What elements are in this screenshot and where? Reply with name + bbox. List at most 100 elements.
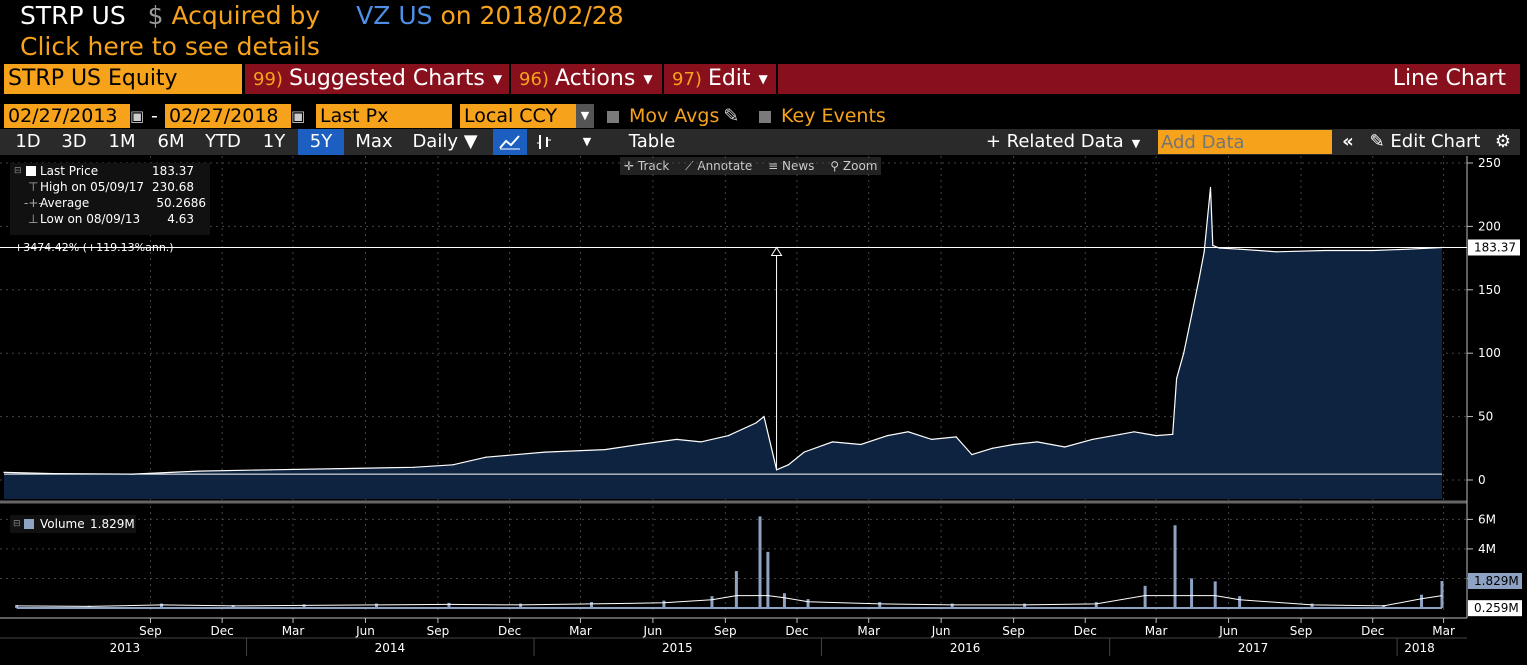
price-point <box>1190 314 1193 316</box>
security-field-text: STRP US Equity <box>8 66 178 91</box>
frequency-select[interactable]: Daily ▼ <box>404 129 486 155</box>
suggested-num: 99) <box>253 69 283 90</box>
volume-bar <box>160 603 164 608</box>
table-button[interactable]: Table <box>612 129 692 155</box>
chevron-down-icon[interactable]: ▼ <box>576 104 594 128</box>
price-point <box>803 451 805 453</box>
price-point <box>1036 441 1038 443</box>
x-month-label: Jun <box>355 624 375 638</box>
currency-select[interactable]: Local CCY <box>460 104 580 128</box>
collapse-icon[interactable]: « <box>1336 129 1360 155</box>
legend-high: ⊤ High on 05/09/17 230.68 <box>10 179 210 195</box>
price-point <box>886 435 889 437</box>
low-value: 4.63 <box>167 212 194 226</box>
period-5y[interactable]: 5Y <box>298 129 344 155</box>
actions-label: Actions <box>554 66 636 91</box>
price-point <box>1133 431 1135 433</box>
volume-bar <box>782 593 786 608</box>
x-month-label: Dec <box>1361 624 1384 638</box>
volume-bar <box>231 605 235 608</box>
collapse-icon[interactable]: ⊟ <box>13 519 21 529</box>
details-link[interactable]: Click here to see details <box>20 32 320 61</box>
volume-bar <box>710 596 714 608</box>
x-year-label: 2017 <box>1238 641 1269 655</box>
volume-bar <box>1238 596 1242 608</box>
chevron-down-icon[interactable]: ▼ <box>570 129 604 155</box>
x-month-label: Jun <box>931 624 951 638</box>
volume-bar <box>950 603 954 608</box>
x-month-label: Dec <box>498 624 521 638</box>
volume-bar <box>1094 602 1098 608</box>
annotate-icon: ⟋ <box>685 159 694 173</box>
period-1d[interactable]: 1D <box>6 129 50 155</box>
actions-menu[interactable]: 96) Actions ▼ <box>519 64 659 94</box>
related-data-menu[interactable]: + Related Data ▼ <box>984 129 1142 155</box>
gear-icon[interactable]: ⚙ <box>1490 129 1516 155</box>
legend-swatch <box>26 166 36 176</box>
high-label: High on 05/09/17 <box>40 180 145 194</box>
menu-divider <box>509 64 511 94</box>
legend-last: ⊟ Last Price 183.37 <box>10 163 210 179</box>
price-point <box>604 448 606 451</box>
calendar-icon[interactable]: ▣ <box>130 107 145 125</box>
end-date-input[interactable]: 02/27/2018 <box>165 104 291 128</box>
suggested-label: Suggested Charts <box>288 66 485 91</box>
ticker-title: STRP US <box>20 1 126 30</box>
edit-chart-button[interactable]: ✎ Edit Chart <box>1364 129 1486 155</box>
price-point <box>544 451 546 453</box>
y-tick-label: 200 <box>1478 219 1501 233</box>
line-chart-icon[interactable] <box>493 129 527 155</box>
price-point <box>1172 433 1174 435</box>
key-events-toggle[interactable]: Key Events <box>759 104 899 128</box>
period-6m[interactable]: 6M <box>148 129 194 155</box>
volume-bar <box>589 602 593 608</box>
start-date-input[interactable]: 02/27/2013 <box>4 104 130 128</box>
price-point <box>907 431 909 433</box>
last-price-value: 183.37 <box>152 164 194 178</box>
period-3d[interactable]: 3D <box>52 129 96 155</box>
price-point <box>1276 251 1278 253</box>
period-max[interactable]: Max <box>346 129 402 155</box>
pencil-icon: ✎ <box>1369 131 1385 152</box>
suggested-charts-menu[interactable]: 99) Suggested Charts ▼ <box>253 64 506 94</box>
x-month-label: Mar <box>1145 624 1168 638</box>
period-1y[interactable]: 1Y <box>252 129 296 155</box>
checkbox-icon <box>759 110 771 123</box>
security-field[interactable]: STRP US Equity <box>4 64 242 94</box>
low-icon: ⊥ <box>28 212 39 226</box>
volume-bar <box>1143 585 1147 608</box>
mov-avgs-toggle[interactable]: Mov Avgs ✎ <box>607 104 757 128</box>
volume-bar <box>1420 594 1424 608</box>
y-tick-label: 250 <box>1478 156 1501 170</box>
acquirer-link[interactable]: VZ US <box>356 1 433 30</box>
price-point <box>1372 249 1374 252</box>
period-1m[interactable]: 1M <box>98 129 146 155</box>
x-month-label: Jun <box>1218 624 1238 638</box>
price-point <box>340 467 342 470</box>
calendar-icon[interactable]: ▣ <box>291 107 306 125</box>
price-point <box>971 454 973 456</box>
news-icon: ≡ <box>768 159 779 173</box>
period-ytd[interactable]: YTD <box>196 129 250 155</box>
price-point <box>1209 186 1212 189</box>
price-point <box>131 473 133 475</box>
price-point <box>955 436 957 438</box>
high-value: 230.68 <box>152 180 194 194</box>
volume-bar <box>15 605 19 608</box>
checkbox-icon <box>607 110 619 123</box>
x-month-label: Mar <box>282 624 305 638</box>
volume-bar <box>1310 603 1314 608</box>
bar-chart-icon[interactable] <box>529 129 559 155</box>
x-month-label: Dec <box>1074 624 1097 638</box>
price-point <box>452 464 454 466</box>
edit-menu[interactable]: 97) Edit ▼ <box>672 64 775 94</box>
key-events-label: Key Events <box>781 105 886 127</box>
price-volume-chart[interactable]: 050100150200250183.376M4M2M1.829M0.259M … <box>0 156 1527 665</box>
average-label: Average <box>40 196 90 210</box>
collapse-icon[interactable]: ⊟ <box>14 166 22 176</box>
edit-label: Edit <box>707 66 751 91</box>
news-tool[interactable]: ≡ News <box>768 159 814 173</box>
field-select[interactable]: Last Px <box>316 104 452 128</box>
add-data-input[interactable] <box>1158 130 1332 154</box>
x-month-label: Dec <box>211 624 234 638</box>
